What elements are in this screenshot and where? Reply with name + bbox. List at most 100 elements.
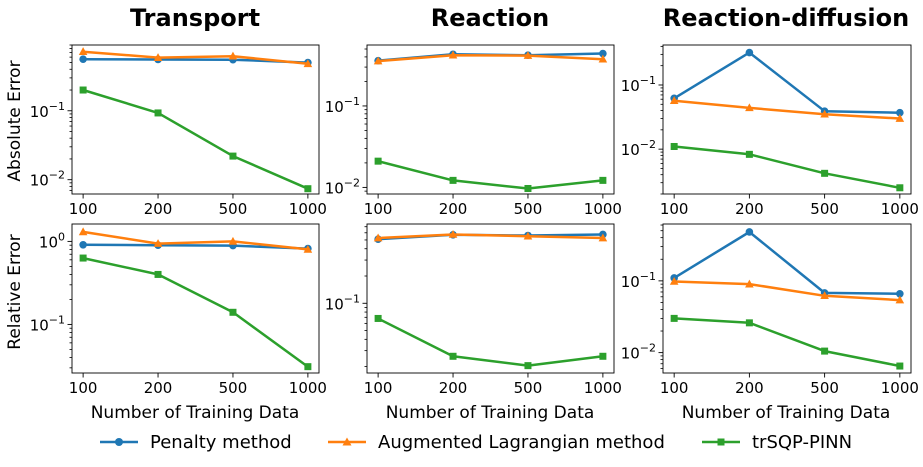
axes-frame [662,44,912,195]
x-tick-label: 1000 [289,200,327,218]
data-point-augmented-lagrangian [523,51,533,59]
series-line-augmented-lagrangian [83,50,309,66]
data-point-trsqp [154,270,162,278]
panel-1: 10−2 10−1 100 200 500 1000 [30,44,327,218]
data-point-penalty [896,108,904,117]
x-tick-label: 200 [144,379,173,397]
data-point-augmented-lagrangian [153,53,163,61]
series-line-augmented-lagrangian [674,99,900,120]
data-point-trsqp [896,362,904,370]
data-point-penalty [745,228,754,236]
x-tick-label: 200 [735,379,764,397]
legend-label-penalty: Penalty method [150,432,292,453]
ylabel-relative-error: Relative Error [5,234,25,349]
x-tick-label: 100 [69,379,98,397]
data-point-augmented-lagrangian [153,239,163,247]
data-point-augmented-lagrangian [669,96,679,104]
x-tick-label: 500 [810,200,839,218]
x-tick-label: 100 [69,200,98,218]
data-point-trsqp [821,347,829,355]
legend: Penalty method Augmented Lagrangian meth… [100,432,852,453]
y-tick-label: 10−1 [30,313,65,334]
panel-2: 10−2 10−1 100 200 500 1000 [325,44,622,218]
data-point-trsqp [896,184,904,192]
x-tick-label: 1000 [881,379,919,397]
data-point-penalty [79,240,87,249]
y-tick-label: 10−2 [621,342,656,363]
data-point-trsqp [304,363,312,371]
data-point-augmented-lagrangian [448,50,458,59]
x-tick-label: 500 [219,379,248,397]
legend-label-augmented-lagrangian: Augmented Lagrangian method [378,432,665,453]
data-point-penalty [745,48,754,57]
y-tick-label: 10−1 [325,292,360,313]
data-point-augmented-lagrangian [820,109,829,118]
x-tick-label: 200 [439,379,468,397]
panels: 10−2 10−1 100 200 500 1000 10−2 10−1 100 200 500 10… [30,44,919,397]
y-tick-label: 10−1 [30,100,65,121]
legend-label-trsqp: trSQP-PINN [752,432,852,453]
series-line-trsqp [82,88,309,190]
series-line-augmented-lagrangian [378,233,603,240]
x-tick-label: 500 [514,379,543,397]
ylabel-absolute-error: Absolute Error [5,60,25,181]
x-tick-label: 1000 [584,379,622,397]
data-point-trsqp [745,150,753,158]
x-axis-labels: Number of Training Data Number of Traini… [91,403,891,423]
xlabel-col-1: Number of Training Data [91,403,300,423]
data-point-trsqp [229,152,237,160]
column-title-reaction: Reaction [431,4,549,32]
x-tick-label: 100 [660,379,689,397]
x-tick-label: 1000 [881,200,919,218]
series-line-penalty [673,230,900,296]
data-point-trsqp [79,86,87,94]
series-line-trsqp [674,317,901,368]
data-point-trsqp [670,314,678,322]
data-point-trsqp [374,157,382,165]
data-point-trsqp [79,254,87,262]
xlabel-col-2: Number of Training Data [386,403,595,423]
axes-frame [366,44,615,195]
x-tick-label: 200 [439,200,468,218]
data-point-augmented-lagrangian [78,227,88,236]
legend-marker-square-icon [717,438,725,446]
x-tick-label: 500 [219,200,248,218]
data-point-trsqp [524,184,532,192]
data-point-augmented-lagrangian [820,291,829,300]
axes-frame [71,223,320,374]
data-point-trsqp [821,169,829,177]
data-point-trsqp [599,176,607,184]
data-point-penalty [896,290,904,298]
data-point-augmented-lagrangian [598,233,608,242]
data-point-trsqp [374,314,382,322]
y-tick-label: 10−1 [621,74,656,95]
series-line-augmented-lagrangian [674,280,900,302]
legend-marker-circle-icon [115,438,123,446]
data-point-augmented-lagrangian [523,231,533,240]
axes-frame [366,223,615,374]
legend-marker-triangle-icon [342,437,352,446]
series-line-trsqp [82,256,309,368]
y-tick-label: 10−2 [30,169,65,190]
y-tick-label: 10−2 [325,176,360,197]
series-line-penalty [83,243,308,250]
axes-frame [71,44,320,195]
x-tick-label: 200 [735,200,764,218]
data-point-augmented-lagrangian [745,103,754,112]
series-line-augmented-lagrangian [378,53,603,63]
data-point-trsqp [304,185,312,193]
x-tick-label: 500 [514,200,543,218]
data-point-augmented-lagrangian [303,244,313,253]
data-point-trsqp [449,176,457,184]
x-tick-label: 1000 [584,200,622,218]
data-point-augmented-lagrangian [303,59,313,68]
series-line-augmented-lagrangian [82,230,309,251]
data-point-penalty [79,55,87,64]
column-title-reaction-diffusion: Reaction-diffusion [663,4,909,32]
legend-item-augmented-lagrangian: Augmented Lagrangian method [328,432,665,453]
data-point-augmented-lagrangian [228,51,238,60]
data-point-trsqp [449,352,457,360]
data-point-augmented-lagrangian [895,114,905,122]
data-point-penalty [599,49,607,58]
